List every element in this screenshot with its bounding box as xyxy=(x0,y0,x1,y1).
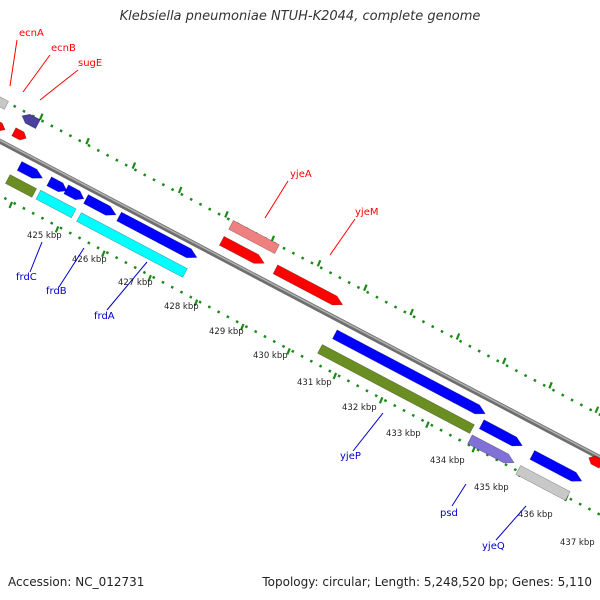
gene-label-yjeQ: yjeQ xyxy=(482,541,505,552)
upper-major-tick xyxy=(177,186,183,194)
label-leader-yjeA xyxy=(264,180,289,219)
label-leader-yjeP xyxy=(352,412,384,452)
dotted-reference-lines xyxy=(0,97,600,517)
tick-label: 431 kbp xyxy=(297,378,332,388)
gene-ecnA xyxy=(0,121,6,132)
label-leader-frdC xyxy=(29,241,43,273)
lower-major-tick xyxy=(332,372,338,380)
tick-label: 437 kbp xyxy=(560,538,595,548)
gene-frdA xyxy=(76,212,188,278)
lower-major-tick xyxy=(425,421,430,429)
gene-yjeP-end xyxy=(478,419,523,447)
gene-frdC-frdB xyxy=(35,189,77,219)
label-leader-frdB xyxy=(58,247,85,288)
gene-yjeP-blue xyxy=(332,329,486,415)
label-leader-ecnA xyxy=(9,39,18,87)
tick-label: 429 kbp xyxy=(209,327,244,337)
genome-summary-text: Topology: circular; Length: 5,248,520 bp… xyxy=(262,575,592,589)
genome-backbone xyxy=(0,138,600,461)
gene-ecnB xyxy=(11,127,27,141)
tick-label: 433 kbp xyxy=(386,429,421,439)
gene-label-frdA: frdA xyxy=(94,311,115,322)
lower-major-tick xyxy=(286,348,291,355)
lower-major-tick xyxy=(147,274,152,282)
upper-major-tick xyxy=(594,406,600,414)
tick-label: 434 kbp xyxy=(430,456,465,466)
label-leader-yjeQ xyxy=(495,505,527,541)
gene-label-frdB: frdB xyxy=(46,286,67,297)
upper-major-tick xyxy=(316,259,322,267)
upper-major-tick xyxy=(548,381,553,389)
gene-upstream-blue-3 xyxy=(63,184,85,201)
lower-major-tick xyxy=(378,396,384,404)
gene-yjeP xyxy=(317,344,475,434)
accession-text: Accession: NC_012731 xyxy=(8,575,145,589)
gene-yjeQ xyxy=(529,450,583,482)
gene-sugE xyxy=(21,113,41,130)
gene-label-yjeP: yjeP xyxy=(340,451,361,462)
gene-features xyxy=(0,96,600,501)
gene-label-yjeM: yjeM xyxy=(355,207,378,218)
upper-major-tick xyxy=(455,333,461,340)
lower-dotted-line xyxy=(0,194,600,517)
gene-yjeA xyxy=(228,219,280,255)
tick-label: 425 kbp xyxy=(27,231,62,241)
tick-label: 432 kbp xyxy=(342,403,377,413)
backbone-line xyxy=(0,138,600,461)
lower-major-tick xyxy=(193,299,199,307)
label-leader-ecnB xyxy=(22,54,51,93)
label-leader-sugE xyxy=(39,69,79,101)
map-title: Klebsiella pneumoniae NTUH-K2044, comple… xyxy=(119,9,481,24)
tick-label: 426 kbp xyxy=(72,255,107,265)
gene-psd xyxy=(467,434,515,464)
upper-major-tick xyxy=(224,210,229,218)
tick-labels: 425 kbp 426 kbp 427 kbp 428 kbp 429 kbp 430 k… xyxy=(27,231,595,548)
gene-upstream-blue-1 xyxy=(16,161,44,179)
gene-label-yjeA: yjeA xyxy=(290,169,312,180)
gene-yjeQ-gray xyxy=(515,465,571,501)
lower-major-tick xyxy=(239,323,245,331)
gene-yjeA-partner xyxy=(218,235,265,264)
gene-label-sugE: sugE xyxy=(78,58,102,69)
upper-major-tick xyxy=(131,162,137,169)
label-leader-frdA xyxy=(106,261,148,311)
tick-label: 427 kbp xyxy=(118,278,153,288)
gene-edge-gray xyxy=(0,96,9,110)
gene-frdD xyxy=(4,174,38,198)
upper-major-tick xyxy=(363,284,368,292)
gene-yjeM xyxy=(272,264,344,306)
tick-label: 428 kbp xyxy=(164,302,199,312)
upper-dotted-line xyxy=(0,97,600,417)
gene-upstream-blue-4 xyxy=(83,194,117,216)
gene-label-frdC: frdC xyxy=(16,272,37,283)
backbone-highlight xyxy=(0,139,600,458)
upper-major-tick xyxy=(85,137,90,145)
gene-edge-red xyxy=(588,455,600,469)
gene-label-ecnB: ecnB xyxy=(51,43,76,54)
lower-major-tick xyxy=(101,250,106,258)
tick-label: 436 kbp xyxy=(518,510,553,520)
gene-label-psd: psd xyxy=(440,508,458,519)
label-leader-psd xyxy=(451,483,467,507)
gene-upstream-blue-2 xyxy=(46,176,68,193)
tick-label: 430 kbp xyxy=(253,351,288,361)
gene-upstream-blue-5 xyxy=(116,211,198,259)
upper-major-tick xyxy=(501,357,507,365)
upper-major-tick xyxy=(409,308,414,316)
lower-major-tick xyxy=(8,201,14,209)
label-leader-yjeM xyxy=(329,218,356,256)
upper-major-tick xyxy=(38,113,44,121)
lower-major-tick xyxy=(54,225,60,233)
gene-label-ecnA: ecnA xyxy=(19,28,44,39)
tick-label: 435 kbp xyxy=(474,483,509,493)
